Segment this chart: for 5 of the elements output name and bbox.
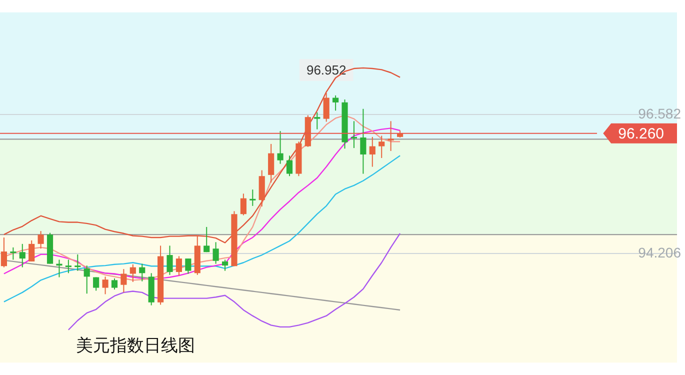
text: 美元指数日线图 [76,335,195,357]
y-tick-label: 96.582 [638,105,682,122]
annotation: 96.952 [306,62,346,78]
ref-line-label: 96.260 [618,126,664,143]
y-tick-label: 94.206 [638,244,682,260]
